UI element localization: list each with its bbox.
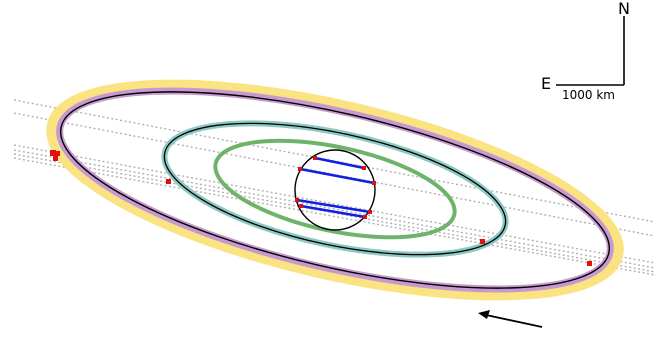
- compass-rose: N E 1000 km: [541, 0, 630, 102]
- contact-point: [50, 150, 56, 156]
- chord: [313, 156, 366, 170]
- chord: [299, 204, 367, 219]
- contact-point: [298, 167, 302, 171]
- scale-label: 1000 km: [562, 88, 615, 102]
- arrow-head: [478, 310, 490, 319]
- contact-point: [372, 181, 376, 185]
- contact-point: [313, 156, 317, 160]
- outer-halo-ring: [46, 79, 624, 301]
- track-line: [13, 99, 656, 223]
- chord: [298, 167, 376, 185]
- contact-point: [166, 179, 171, 184]
- contact-point: [587, 261, 592, 266]
- contact-point: [363, 215, 367, 219]
- teal-ring-core: [163, 122, 507, 256]
- contact-point: [295, 198, 299, 202]
- contact-point: [55, 151, 60, 156]
- north-label: N: [618, 0, 630, 18]
- track-line: [13, 157, 656, 276]
- outer-purple-ring: [56, 87, 614, 293]
- arrow-shaft: [485, 314, 543, 328]
- teal-ring: [161, 120, 509, 258]
- contact-point: [53, 156, 58, 161]
- contact-point: [362, 166, 366, 170]
- track-line: [13, 144, 656, 264]
- east-label: E: [541, 74, 551, 93]
- central-body: [294, 149, 376, 231]
- outer-ring-core: [59, 91, 611, 289]
- track-line: [13, 112, 656, 237]
- contact-point: [299, 204, 303, 208]
- track-line: [13, 149, 656, 269]
- green-ring: [213, 138, 457, 240]
- contact-point: [480, 239, 485, 244]
- chord: [295, 198, 372, 214]
- contact-points: [50, 150, 592, 266]
- occultation-chords: [295, 156, 376, 219]
- motion-direction-arrow: [478, 310, 543, 328]
- contact-point: [368, 210, 372, 214]
